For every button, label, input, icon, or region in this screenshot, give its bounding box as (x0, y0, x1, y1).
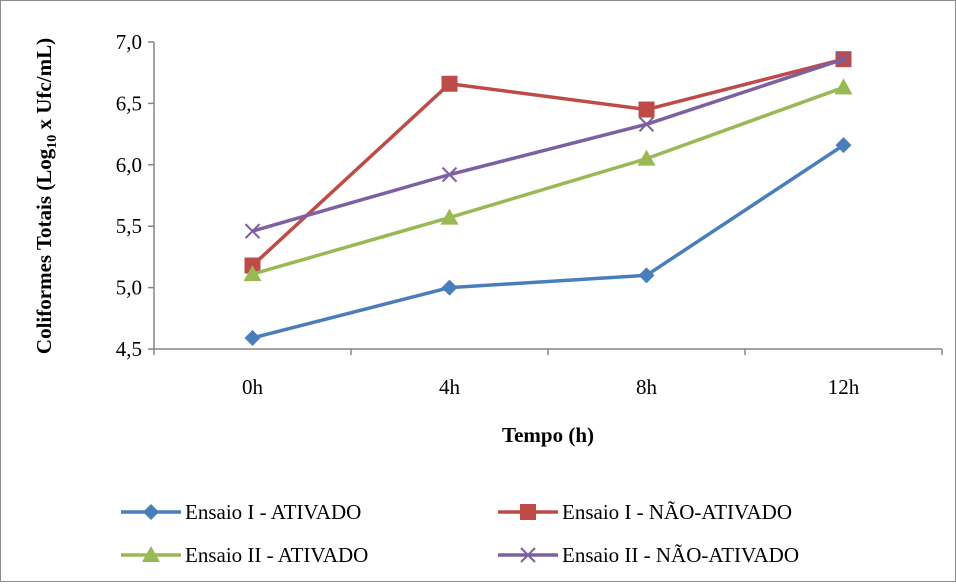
data-point (638, 101, 655, 118)
y-tick-label: 5,0 (116, 276, 142, 300)
data-point (243, 265, 262, 282)
y-tick-label: 5,5 (116, 214, 142, 238)
x-tick-label: 12h (828, 375, 860, 399)
legend-label: Ensaio I - ATIVADO (185, 500, 361, 524)
data-point (244, 223, 261, 239)
x-tick-label: 4h (439, 375, 461, 399)
legend-label: Ensaio II - NÃO-ATIVADO (562, 543, 799, 567)
legend-marker (520, 547, 536, 563)
legend-item: Ensaio I - ATIVADO (121, 500, 361, 524)
x-marker-stroke (441, 166, 458, 183)
y-axis-title-subscript: 10 (45, 135, 60, 149)
x-tick-label: 0h (242, 375, 264, 399)
series-2 (244, 51, 852, 274)
legend-marker (143, 504, 159, 520)
legend-label: Ensaio II - ATIVADO (185, 543, 368, 567)
y-tick-label: 7,0 (116, 30, 142, 54)
x-marker-stroke (835, 51, 852, 67)
series-3 (243, 78, 853, 282)
data-point (440, 208, 459, 225)
x-tick-label: 8h (636, 375, 658, 399)
y-tick-label: 4,5 (116, 337, 142, 361)
y-axis-title-main: Coliformes Totais (Log (32, 148, 56, 354)
data-point (834, 78, 853, 95)
series-line (252, 143, 845, 340)
legend-marker (520, 504, 536, 520)
data-point (441, 279, 458, 296)
series-1 (244, 137, 852, 346)
series-4 (244, 51, 852, 239)
x-marker-stroke (638, 116, 655, 132)
series-layer (243, 51, 853, 346)
data-point (638, 116, 655, 132)
data-point (441, 166, 458, 183)
x-marker-stroke (520, 547, 536, 563)
y-ticks: 4,5 5,0 5,5 6,0 6,5 7,0 (116, 30, 154, 361)
data-point (835, 137, 852, 154)
legend-label: Ensaio I - NÃO-ATIVADO (562, 500, 792, 524)
x-marker-stroke (244, 223, 261, 239)
series-line (251, 57, 844, 267)
series-line (252, 85, 845, 276)
y-axis-title: Coliformes Totais (Log10 x Ufc/mL) (32, 38, 60, 354)
data-point (244, 329, 261, 346)
legend-item: Ensaio II - ATIVADO (121, 543, 368, 567)
x-axis-title: Tempo (h) (502, 423, 594, 447)
data-point (637, 149, 656, 166)
y-tick-label: 6,0 (116, 153, 142, 177)
legend-item: Ensaio II - NÃO-ATIVADO (498, 543, 799, 567)
legend: Ensaio I - ATIVADO Ensaio I - NÃO-ATIVADO… (121, 500, 799, 567)
data-point (835, 51, 852, 67)
data-point (638, 267, 655, 284)
axes (153, 42, 942, 350)
x-ticks: 0h 4h 8h 12h (153, 349, 943, 399)
series-line (252, 57, 845, 233)
legend-item: Ensaio I - NÃO-ATIVADO (498, 500, 792, 524)
y-axis-title-rest: x Ufc/mL) (32, 38, 56, 135)
y-tick-label: 6,5 (116, 91, 142, 115)
data-point (441, 75, 458, 92)
legend-marker (142, 546, 160, 562)
